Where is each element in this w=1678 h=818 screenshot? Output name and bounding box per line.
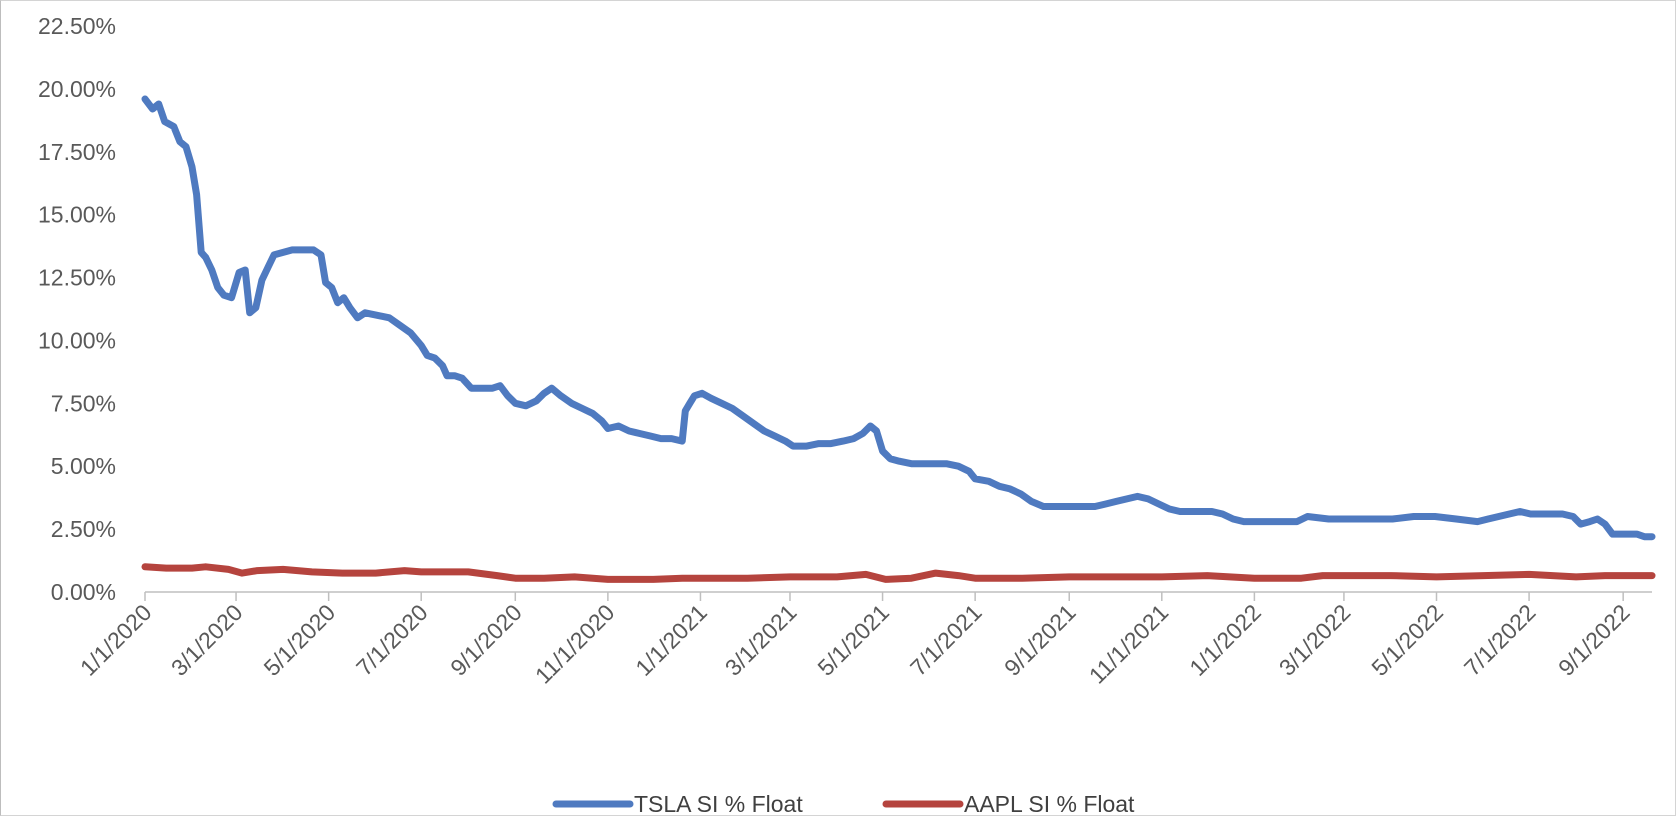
y-axis-tick-labels: 0.00% 2.50% 5.00% 7.50% 10.00% 12.50% 15.00% 17… [38, 13, 116, 605]
y-tick-label: 17.50% [38, 139, 116, 165]
aapl-series-line [141, 563, 1656, 583]
series-lines [141, 95, 1656, 583]
x-tick-label: 11/1/2020 [530, 599, 620, 689]
x-tick-label: 9/1/2020 [445, 599, 527, 681]
x-tick-label: 7/1/2022 [1459, 599, 1541, 681]
x-tick-label: 1/1/2020 [75, 599, 157, 681]
legend-label: AAPL SI % Float [964, 791, 1135, 817]
x-axis-tick-marks [144, 592, 1624, 601]
y-tick-label: 5.00% [51, 453, 116, 479]
x-tick-label: 5/1/2020 [258, 599, 340, 681]
y-tick-label: 7.50% [51, 390, 116, 416]
y-tick-label: 15.00% [38, 202, 116, 228]
y-tick-label: 22.50% [38, 13, 116, 39]
x-tick-label: 9/1/2021 [999, 599, 1081, 681]
y-tick-label: 12.50% [38, 265, 116, 291]
x-axis-tick-labels: 1/1/2020 3/1/2020 5/1/2020 7/1/2020 9/1/2020… [75, 599, 1635, 689]
x-tick-label: 1/1/2022 [1184, 599, 1266, 681]
x-tick-label: 3/1/2022 [1274, 599, 1356, 681]
tsla-series-line [141, 95, 1656, 541]
x-tick-label: 5/1/2022 [1366, 599, 1448, 681]
y-tick-label: 0.00% [51, 579, 116, 605]
x-tick-label: 11/1/2021 [1084, 599, 1174, 689]
x-tick-label: 1/1/2021 [630, 599, 712, 681]
x-tick-label: 5/1/2021 [812, 599, 894, 681]
x-tick-label: 3/1/2020 [166, 599, 248, 681]
y-tick-label: 20.00% [38, 76, 116, 102]
legend: TSLA SI % Float AAPL SI % Float [552, 791, 1135, 817]
y-tick-label: 10.00% [38, 327, 116, 353]
x-tick-label: 7/1/2021 [905, 599, 987, 681]
x-tick-label: 9/1/2022 [1553, 599, 1635, 681]
x-tick-label: 7/1/2020 [351, 599, 433, 681]
x-tick-label: 3/1/2021 [720, 599, 802, 681]
legend-label: TSLA SI % Float [634, 791, 803, 817]
y-tick-label: 2.50% [51, 516, 116, 542]
